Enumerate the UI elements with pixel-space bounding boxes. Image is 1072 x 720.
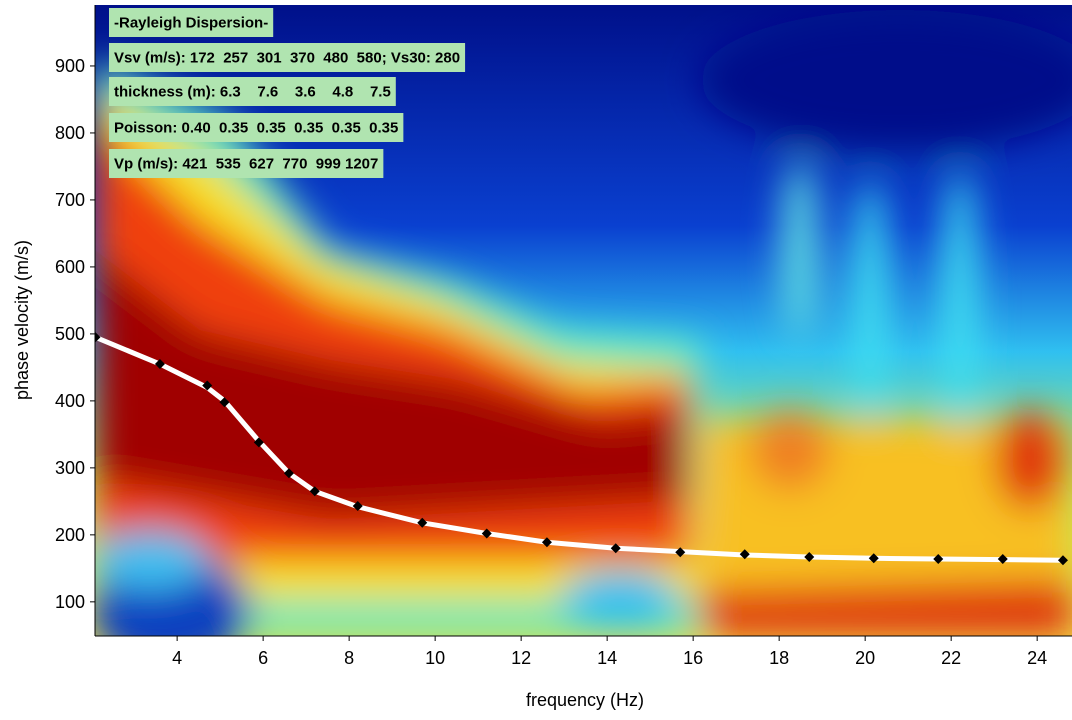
y-axis-label: phase velocity (m/s) [12, 240, 32, 400]
data-point [219, 397, 230, 408]
x-axis-label: frequency (Hz) [526, 690, 644, 710]
x-tick-label: 16 [683, 648, 703, 668]
x-tick-label: 6 [258, 648, 268, 668]
data-point [253, 437, 264, 448]
x-tick-label: 24 [1027, 648, 1047, 668]
data-point [95, 332, 101, 343]
x-tick-label: 4 [172, 648, 182, 668]
y-tick-label: 800 [55, 123, 85, 143]
data-point [541, 537, 552, 548]
x-tick-label: 22 [941, 648, 961, 668]
dispersion-image [95, 5, 1072, 636]
data-layer [95, 332, 1068, 566]
x-tick-label: 10 [425, 648, 445, 668]
data-point [309, 486, 320, 497]
annotation-box [109, 113, 404, 142]
y-tick-label: 300 [55, 458, 85, 478]
data-point [352, 501, 363, 512]
data-point [202, 380, 213, 391]
data-point [154, 359, 165, 370]
annotation-text: -Rayleigh Dispersion- [114, 14, 268, 31]
data-point [610, 543, 621, 554]
data-point [417, 517, 428, 528]
data-point [481, 528, 492, 539]
x-tick-label: 20 [855, 648, 875, 668]
annotation-boxes: -Rayleigh Dispersion- Vsv (m/s): 172 257 … [109, 8, 466, 178]
annotation-text: Poisson: 0.40 0.35 0.35 0.35 0.35 0.35 [114, 119, 398, 136]
data-point [283, 468, 294, 479]
x-tick-label: 8 [344, 648, 354, 668]
y-tick-label: 600 [55, 257, 85, 277]
annotation-box [109, 77, 396, 106]
annotation-text: thickness (m): 6.3 7.6 3.6 4.8 7.5 [114, 83, 391, 100]
data-point [1057, 555, 1068, 566]
annotation-box [109, 149, 384, 178]
annotation-box [109, 8, 274, 37]
y-tick-label: 100 [55, 592, 85, 612]
y-tick-label: 200 [55, 525, 85, 545]
annotation-box [109, 43, 466, 72]
data-point [933, 553, 944, 564]
annotation-text: Vp (m/s): 421 535 627 770 999 1207 [114, 155, 378, 172]
y-tick-label: 500 [55, 324, 85, 344]
x-tick-label: 14 [597, 648, 617, 668]
annotation-text: Vsv (m/s): 172 257 301 370 480 580; Vs30… [114, 49, 460, 66]
y-tick-label: 700 [55, 190, 85, 210]
data-point [804, 551, 815, 562]
y-tick-label: 900 [55, 56, 85, 76]
data-point [739, 549, 750, 560]
data-point [868, 553, 879, 564]
y-tick-label: 400 [55, 391, 85, 411]
x-tick-label: 18 [769, 648, 789, 668]
x-tick-label: 12 [511, 648, 531, 668]
data-point [675, 547, 686, 558]
data-point [997, 553, 1008, 564]
